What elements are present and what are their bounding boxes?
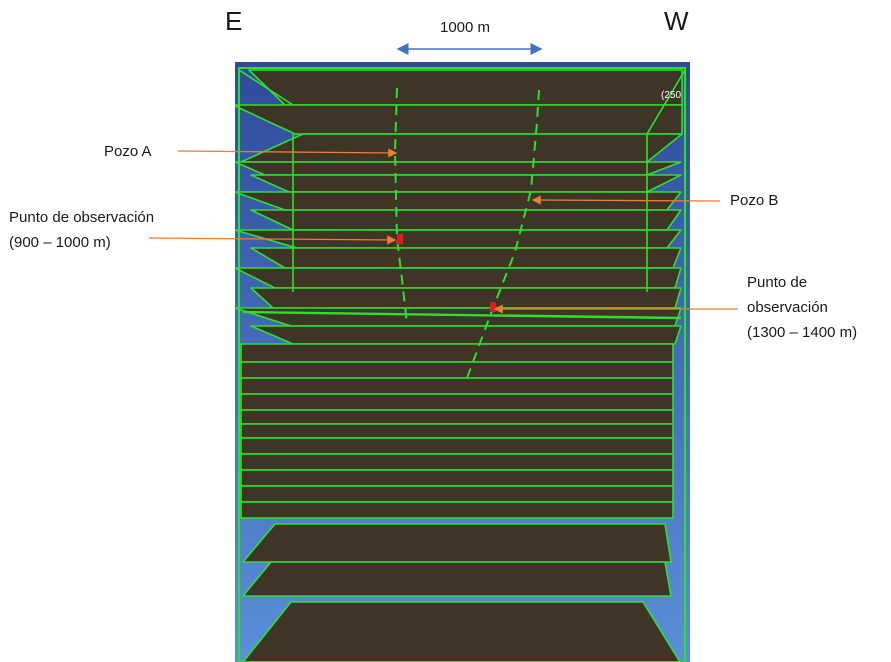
grid-layer — [250, 325, 682, 345]
pozo-b-label: Pozo B — [730, 192, 779, 209]
observation-a-line2: (900 – 1000 m) — [9, 234, 111, 251]
observation-b-line3: (1300 – 1400 m) — [747, 324, 858, 341]
observation-b-line2: observación — [747, 299, 828, 316]
well-b-trajectory — [466, 89, 540, 379]
observation-marker-b — [490, 302, 496, 312]
grid-layer — [242, 601, 681, 662]
grid-layers — [235, 69, 683, 662]
leader-observation-a — [148, 235, 397, 245]
frame-diagonal-right — [646, 69, 686, 135]
frame-border — [238, 67, 686, 662]
grid-layer — [242, 561, 672, 597]
grid-layer — [240, 501, 674, 519]
observation-marker-a — [397, 234, 403, 244]
east-label: E — [225, 6, 243, 36]
scale-label: 1000 m — [440, 19, 491, 36]
west-label: W — [664, 6, 689, 36]
well-a-trajectory — [393, 87, 408, 325]
well-trajectories — [393, 87, 540, 379]
leader-pozo-a — [177, 148, 398, 158]
highlight-layer-line — [242, 310, 682, 320]
reservoir-grid-model: (250 — [235, 62, 690, 662]
leader-pozo-b — [531, 195, 721, 205]
frame-diagonal-left — [238, 69, 294, 106]
corner-text: (250 — [661, 90, 681, 101]
observation-b-line1: Punto de — [747, 274, 808, 291]
observation-a-line1: Punto de observación — [9, 209, 155, 226]
grid-layer — [242, 523, 672, 563]
pozo-a-label: Pozo A — [104, 143, 152, 160]
grid-frame — [238, 67, 686, 662]
